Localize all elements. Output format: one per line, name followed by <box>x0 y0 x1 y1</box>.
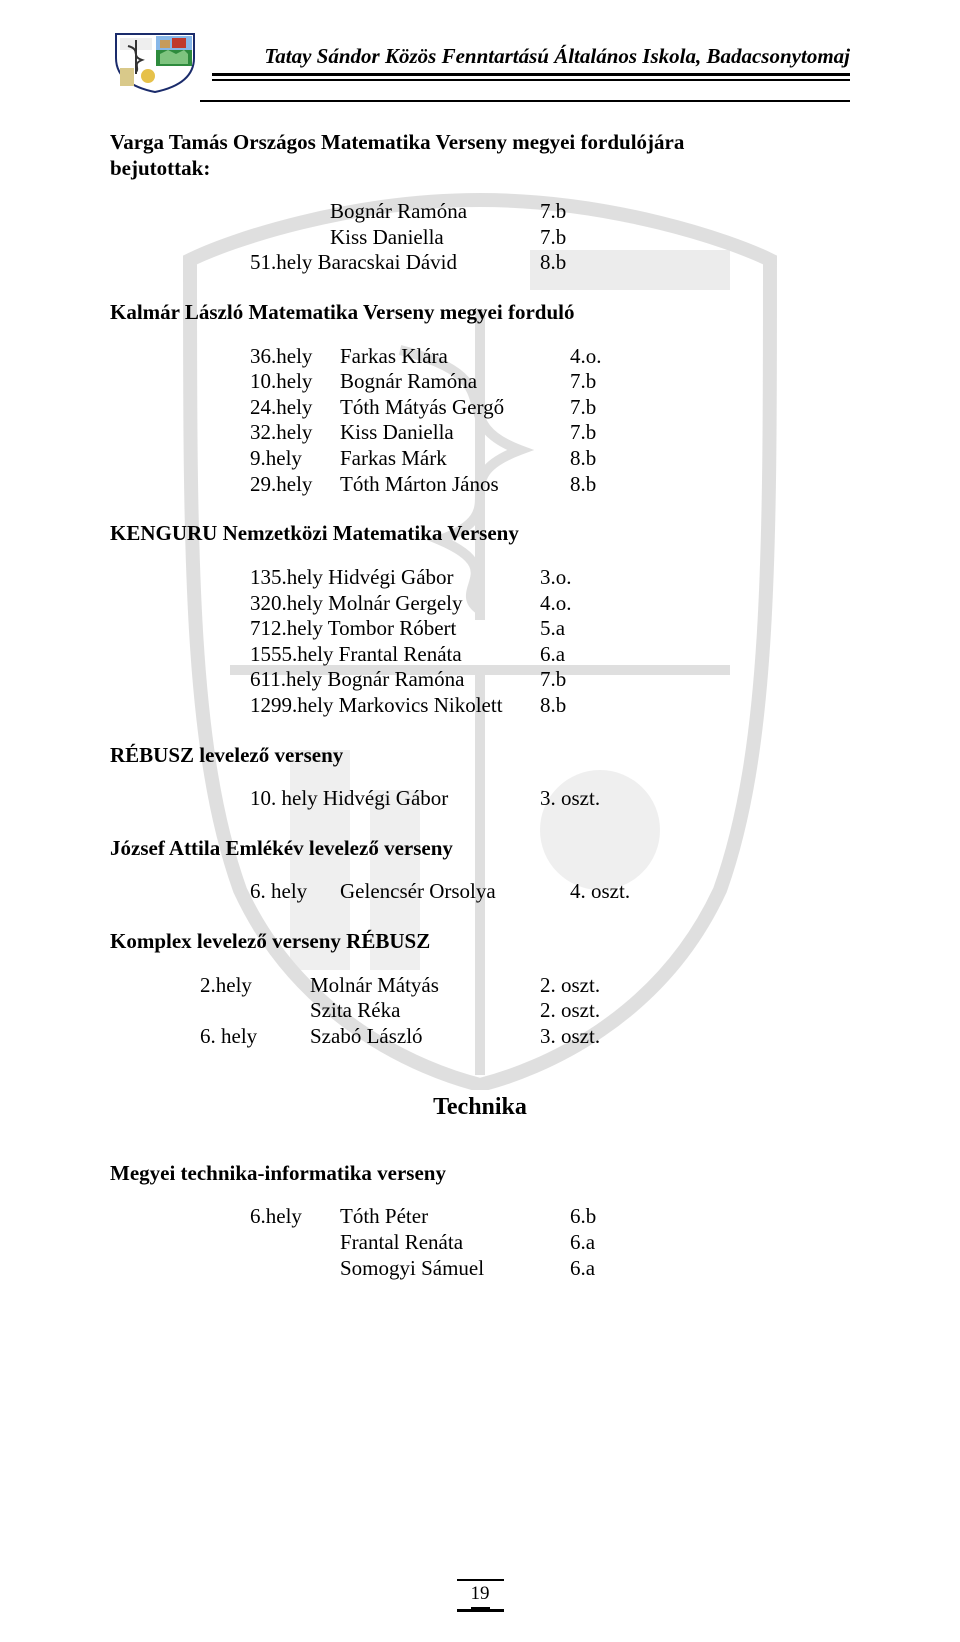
section-title: Varga Tamás Országos Matematika Verseny … <box>110 130 850 156</box>
result-row: 6. hely Gelencsér Orsolya 4. oszt. <box>250 879 850 905</box>
school-name: Tatay Sándor Közös Fenntartású Általános… <box>264 44 850 69</box>
section-rebusz-lev: RÉBUSZ levelező verseny 10. hely Hidvégi… <box>110 743 850 812</box>
result-row: 1555.hely Frantal Renáta6.a <box>250 642 850 668</box>
result-row: 320.hely Molnár Gergely4.o. <box>250 591 850 617</box>
section-title: RÉBUSZ levelező verseny <box>110 743 850 769</box>
section-kenguru: KENGURU Nemzetközi Matematika Verseny 13… <box>110 521 850 718</box>
page-header: Tatay Sándor Közös Fenntartású Általános… <box>110 30 850 94</box>
result-row: 2.helyMolnár Mátyás2. oszt. <box>200 973 850 999</box>
section-varga: Varga Tamás Országos Matematika Verseny … <box>110 130 850 276</box>
section-title: KENGURU Nemzetközi Matematika Verseny <box>110 521 850 547</box>
result-row: Frantal Renáta6.a <box>250 1230 850 1256</box>
section-title-line2: bejutottak: <box>110 156 850 182</box>
section-kalmar: Kalmár László Matematika Verseny megyei … <box>110 300 850 497</box>
result-row: Szita Réka2. oszt. <box>200 998 850 1024</box>
result-row: 135.hely Hidvégi Gábor3.o. <box>250 565 850 591</box>
result-row: 9.helyFarkas Márk8.b <box>250 446 850 472</box>
result-row: Kiss Daniella 7.b <box>330 225 850 251</box>
result-row: 36.helyFarkas Klára4.o. <box>250 344 850 370</box>
result-row: 6. helySzabó László3. oszt. <box>200 1024 850 1050</box>
document-body: Varga Tamás Országos Matematika Verseny … <box>110 130 850 1281</box>
result-row: 29.helyTóth Márton János8.b <box>250 472 850 498</box>
result-row: 24.helyTóth Mátyás Gergő7.b <box>250 395 850 421</box>
header-rule <box>212 73 850 81</box>
result-row: 1299.hely Markovics Nikolett8.b <box>250 693 850 719</box>
result-row: Bognár Ramóna 7.b <box>330 199 850 225</box>
header-rule-2 <box>200 100 850 102</box>
result-row: 10. hely Hidvégi Gábor 3. oszt. <box>250 786 850 812</box>
section-technika: Technika Megyei technika-informatika ver… <box>110 1093 850 1281</box>
result-row: Somogyi Sámuel6.a <box>250 1256 850 1282</box>
result-row: 32.helyKiss Daniella7.b <box>250 420 850 446</box>
page-number: 19 <box>0 1579 960 1612</box>
section-subtitle: Megyei technika-informatika verseny <box>110 1161 850 1187</box>
section-jozsef: József Attila Emlékév levelező verseny 6… <box>110 836 850 905</box>
section-title: Komplex levelező verseny RÉBUSZ <box>110 929 850 955</box>
result-row: 6.helyTóth Péter6.b <box>250 1204 850 1230</box>
result-row: 10.helyBognár Ramóna7.b <box>250 369 850 395</box>
school-logo-icon <box>110 30 200 94</box>
section-title: Kalmár László Matematika Verseny megyei … <box>110 300 850 326</box>
section-title: Technika <box>110 1093 850 1122</box>
result-row: 51.hely Baracskai Dávid 8.b <box>250 250 850 276</box>
section-title: József Attila Emlékév levelező verseny <box>110 836 850 862</box>
result-row: 712.hely Tombor Róbert5.a <box>250 616 850 642</box>
result-row: 611.hely Bognár Ramóna7.b <box>250 667 850 693</box>
section-komplex: Komplex levelező verseny RÉBUSZ 2.helyMo… <box>110 929 850 1049</box>
